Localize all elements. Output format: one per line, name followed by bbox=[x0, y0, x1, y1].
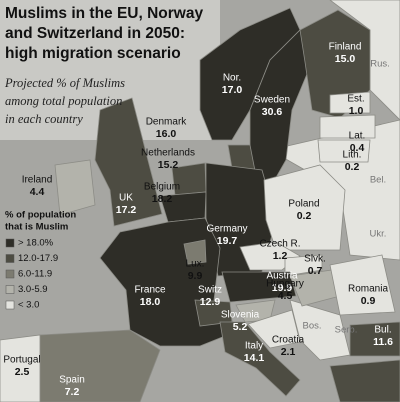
country-name: Est. bbox=[347, 94, 364, 105]
region-label: Ukr. bbox=[370, 229, 387, 240]
title: Muslims in the EU, Norway and Switzerlan… bbox=[4, 5, 203, 126]
subtitle-line: Projected % of Muslims bbox=[4, 76, 125, 90]
country-value: 1.2 bbox=[273, 250, 288, 262]
country-value: 14.1 bbox=[244, 352, 265, 364]
legend-label: < 3.0 bbox=[18, 300, 39, 311]
legend-swatch bbox=[5, 300, 15, 310]
country-name: Ireland bbox=[22, 175, 53, 186]
country-value: 9.9 bbox=[188, 270, 203, 282]
country-name: Switz bbox=[198, 285, 222, 296]
country-name: Nor. bbox=[223, 73, 241, 84]
country-name: Italy bbox=[245, 341, 263, 352]
region-label: Serb. bbox=[335, 325, 358, 336]
country-name: Bul. bbox=[374, 325, 391, 336]
subtitle-line: in each country bbox=[5, 112, 83, 126]
country-value: 18.2 bbox=[152, 193, 173, 205]
country-name: France bbox=[134, 285, 166, 296]
country-name: Slovenia bbox=[221, 310, 260, 321]
country-name: Portugal bbox=[3, 355, 40, 366]
country-name: Poland bbox=[288, 199, 319, 210]
legend-title: that is Muslim bbox=[5, 222, 68, 233]
country-value: 15.0 bbox=[335, 53, 356, 65]
legend-title: % of population bbox=[5, 210, 76, 221]
country-name: Denmark bbox=[146, 117, 188, 128]
legend-swatch bbox=[5, 269, 15, 279]
country-name: Finland bbox=[329, 42, 362, 53]
legend-swatch bbox=[5, 285, 15, 294]
country-value: 1.0 bbox=[349, 105, 364, 117]
legend-swatch bbox=[5, 254, 15, 263]
country-value: 16.0 bbox=[156, 128, 177, 140]
legend-swatch bbox=[5, 238, 15, 248]
region-label: Bel. bbox=[370, 175, 386, 186]
country-value: 15.2 bbox=[158, 159, 179, 171]
country-value: 0.7 bbox=[308, 265, 323, 277]
country-value: 11.6 bbox=[373, 336, 393, 348]
country-value: 4.4 bbox=[30, 186, 45, 198]
country-name: Netherlands bbox=[141, 148, 195, 159]
title-line: high migration scenario bbox=[5, 45, 181, 62]
country-value: 0.2 bbox=[345, 161, 360, 173]
country-value: 0.4 bbox=[350, 142, 365, 154]
country-value: 17.0 bbox=[222, 84, 243, 96]
legend-label: > 18.0% bbox=[18, 238, 54, 249]
country-value: 17.2 bbox=[116, 204, 137, 216]
country-name: Lat. bbox=[349, 131, 366, 142]
country-name: Czech R. bbox=[259, 239, 300, 250]
country-name: Belgium bbox=[144, 182, 180, 193]
country-value: 2.5 bbox=[15, 366, 30, 378]
legend-label: 6.0-11.9 bbox=[18, 269, 52, 280]
country-value: 0.2 bbox=[297, 210, 312, 222]
country-value: 5.2 bbox=[233, 321, 248, 333]
country-value: 19.9 bbox=[272, 282, 293, 294]
country-value: 12.9 bbox=[200, 296, 221, 308]
country-value: 18.0 bbox=[140, 296, 161, 308]
country-name: Hungary bbox=[266, 279, 304, 290]
country-value: 19.7 bbox=[217, 235, 238, 247]
region-label: Rus. bbox=[370, 59, 390, 70]
country-name: UK bbox=[119, 193, 133, 204]
title-line: and Switzerland in 2050: bbox=[5, 25, 185, 42]
region-label: Bos. bbox=[302, 321, 321, 332]
legend-label: 12.0-17.9 bbox=[18, 253, 58, 264]
country-name: Germany bbox=[206, 224, 247, 235]
country-value: 7.2 bbox=[65, 386, 80, 398]
country-name: Austria bbox=[266, 271, 298, 282]
legend-label: 3.0-5.9 bbox=[18, 284, 48, 295]
title-line: Muslims in the EU, Norway bbox=[5, 5, 203, 22]
subtitle-line: among total population bbox=[5, 94, 122, 108]
country-name: Romania bbox=[348, 284, 388, 295]
country-value: 2.1 bbox=[281, 346, 296, 358]
country-name: Lith. bbox=[343, 150, 362, 161]
country-name: Lux. bbox=[186, 259, 205, 270]
country-name: Croatia bbox=[272, 335, 305, 346]
country-value: 4.5 bbox=[278, 290, 293, 302]
legend: % of population that is Muslim > 18.0% 12… bbox=[5, 210, 76, 311]
country-value: 30.6 bbox=[262, 106, 283, 118]
country-name: Sweden bbox=[254, 95, 290, 106]
country-name: Spain bbox=[59, 375, 85, 386]
country-value: 0.9 bbox=[361, 295, 376, 307]
country-name: Slvk. bbox=[304, 254, 326, 265]
